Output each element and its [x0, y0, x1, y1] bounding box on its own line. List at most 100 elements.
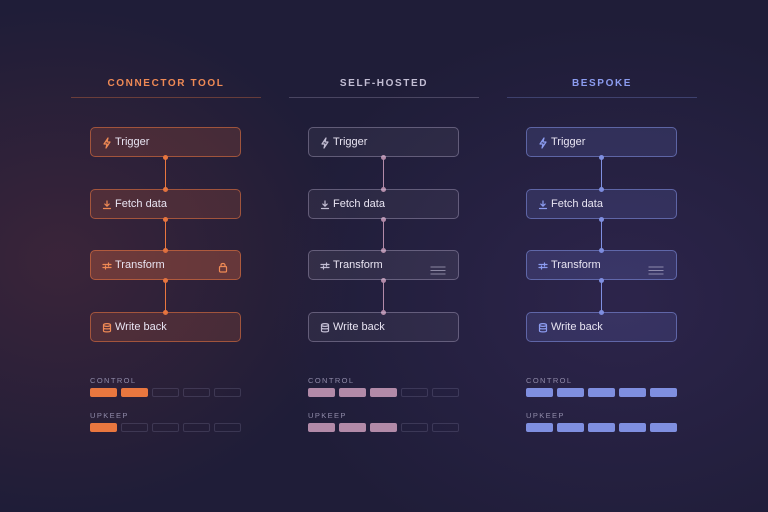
column-connector-tool: CONNECTOR TOOL Trigger Fetch data Transform…	[71, 0, 261, 512]
meter-segment-filled	[308, 423, 335, 432]
meter-segment-filled	[588, 423, 615, 432]
step-transform[interactable]: Transform	[526, 250, 677, 280]
meter-label-upkeep: UPKEEP	[526, 411, 565, 420]
database-icon	[101, 321, 113, 333]
database-icon	[537, 321, 549, 333]
download-icon	[101, 198, 113, 210]
meter-segment-filled	[650, 423, 677, 432]
connector-line	[601, 219, 602, 250]
step-label: Transform	[115, 259, 165, 271]
column-title: BESPOKE	[571, 78, 633, 89]
step-label: Transform	[333, 259, 383, 271]
step-label: Fetch data	[115, 198, 167, 210]
step-trigger[interactable]: Trigger	[90, 127, 241, 157]
step-label: Write back	[333, 321, 385, 333]
bolt-icon	[319, 136, 331, 149]
connector-dot	[599, 216, 604, 222]
connector-line	[383, 280, 384, 312]
step-label: Trigger	[115, 136, 150, 148]
meter-label-control: CONTROL	[308, 376, 355, 385]
connector-dot	[163, 277, 168, 283]
connector-dot	[381, 277, 386, 283]
sliders-icon	[537, 259, 549, 271]
sliders-icon	[101, 259, 113, 271]
meter-segment-filled	[526, 423, 553, 432]
column-divider	[71, 97, 261, 98]
column-bespoke: BESPOKE Trigger Fetch data Transform Write b…	[507, 0, 697, 512]
step-trigger[interactable]: Trigger	[526, 127, 677, 157]
meter-segment-filled	[90, 388, 117, 397]
connector-dot	[381, 186, 386, 192]
meter-segment-filled	[619, 423, 646, 432]
meter-label-upkeep: UPKEEP	[90, 411, 129, 420]
connector-dot	[381, 309, 386, 315]
step-transform[interactable]: Transform	[90, 250, 241, 280]
meter-segment-filled	[370, 388, 397, 397]
meter-label-control: CONTROL	[526, 376, 573, 385]
meter-segment-filled	[619, 388, 646, 397]
connector-dot	[163, 216, 168, 222]
column-title: SELF-HOSTED	[339, 78, 429, 89]
meter-segment-filled	[339, 388, 366, 397]
step-label: Trigger	[333, 136, 368, 148]
connector-dot	[599, 277, 604, 283]
meter-segment-empty	[183, 388, 210, 397]
step-fetch-data[interactable]: Fetch data	[90, 189, 241, 219]
meter-segment-filled	[308, 388, 335, 397]
step-label: Write back	[115, 321, 167, 333]
step-fetch-data[interactable]: Fetch data	[526, 189, 677, 219]
step-trigger[interactable]: Trigger	[308, 127, 459, 157]
meter-segment-empty	[401, 388, 428, 397]
connector-dot	[381, 247, 386, 253]
connector-line	[165, 280, 166, 312]
menu-icon	[430, 262, 446, 280]
step-label: Write back	[551, 321, 603, 333]
database-icon	[319, 321, 331, 333]
column-divider	[507, 97, 697, 98]
bolt-icon	[537, 136, 549, 149]
connector-dot	[163, 154, 168, 160]
connector-line	[601, 280, 602, 312]
meter-segment-filled	[370, 423, 397, 432]
meter-segment-filled	[557, 388, 584, 397]
meter-segment-empty	[152, 388, 179, 397]
meter-segment-empty	[432, 388, 459, 397]
connector-line	[383, 157, 384, 189]
meter-segment-filled	[121, 388, 148, 397]
connector-line	[165, 157, 166, 189]
step-write-back[interactable]: Write back	[526, 312, 677, 342]
step-write-back[interactable]: Write back	[90, 312, 241, 342]
lock-icon	[218, 260, 228, 278]
meter-segment-empty	[214, 423, 241, 432]
meter-label-control: CONTROL	[90, 376, 137, 385]
step-label: Trigger	[551, 136, 586, 148]
step-label: Fetch data	[551, 198, 603, 210]
meter-segment-empty	[152, 423, 179, 432]
meter-segment-filled	[557, 423, 584, 432]
download-icon	[537, 198, 549, 210]
meter-segment-filled	[526, 388, 553, 397]
step-fetch-data[interactable]: Fetch data	[308, 189, 459, 219]
download-icon	[319, 198, 331, 210]
column-divider	[289, 97, 479, 98]
meter-segment-filled	[90, 423, 117, 432]
step-transform[interactable]: Transform	[308, 250, 459, 280]
meter-segment-empty	[121, 423, 148, 432]
column-self-hosted: SELF-HOSTED Trigger Fetch data Transform Wri…	[289, 0, 479, 512]
connector-line	[383, 219, 384, 250]
meter-segment-filled	[650, 388, 677, 397]
meter-label-upkeep: UPKEEP	[308, 411, 347, 420]
connector-line	[165, 219, 166, 250]
connector-line	[601, 157, 602, 189]
bolt-icon	[101, 136, 113, 149]
connector-dot	[381, 154, 386, 160]
step-label: Transform	[551, 259, 601, 271]
meter-segment-empty	[401, 423, 428, 432]
meter-segment-filled	[588, 388, 615, 397]
meter-segment-empty	[432, 423, 459, 432]
connector-dot	[381, 216, 386, 222]
meter-segment-filled	[339, 423, 366, 432]
meter-segment-empty	[183, 423, 210, 432]
connector-dot	[599, 154, 604, 160]
step-write-back[interactable]: Write back	[308, 312, 459, 342]
